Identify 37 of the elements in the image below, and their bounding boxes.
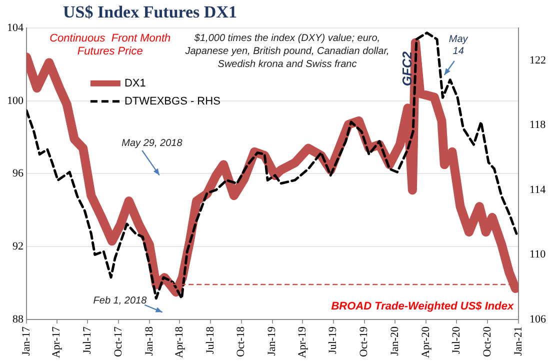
annotation: GFC2 (399, 50, 414, 86)
y2-tick-label: 122 (530, 54, 546, 66)
y2-tick-label: 114 (530, 184, 546, 196)
legend-label: DTWEXBGS - RHS (124, 95, 220, 108)
annotation: Feb 1, 2018 (93, 295, 148, 306)
x-tick-label: Jan-18 (143, 326, 156, 356)
y-tick-label: 104 (7, 22, 24, 34)
x-tick-label: Oct-18 (235, 326, 248, 357)
x-tick-label: Apr-18 (174, 326, 186, 358)
annotation: Continuous Front Month Futures Price (50, 32, 171, 58)
x-tick-label: Jul-18 (204, 326, 216, 354)
x-tick-label: Jan-19 (266, 326, 278, 356)
x-tick-label: Oct-17 (112, 326, 124, 357)
x-tick-label: Jan-21 (512, 326, 524, 356)
x-tick-label: Apr-17 (50, 326, 63, 358)
x-tick-label: Oct-19 (358, 326, 370, 357)
x-tick-label: Jul-17 (81, 326, 94, 354)
x-tick-label: Apr-20 (420, 326, 432, 358)
legend-label: DX1 (124, 77, 146, 90)
y-tick-label: 100 (7, 94, 24, 107)
chart-title: US$ Index Futures DX1 (63, 2, 237, 22)
x-tick-label: Jan-20 (389, 326, 402, 356)
x-tick-label: Jan-17 (20, 326, 32, 356)
annotation: May 29, 2018 (122, 138, 183, 149)
x-tick-label: Jul-19 (327, 326, 340, 354)
y2-tick-label: 106 (530, 313, 546, 326)
x-tick-label: Jul-20 (450, 326, 462, 354)
y2-tick-label: 110 (530, 248, 546, 261)
y-tick-label: 96 (12, 168, 24, 180)
annotation: $1,000 times the index (DXY) value; euro, Japanese yen, British pound, Canadian dollar, Swedish krona and Swiss franc (184, 32, 390, 70)
y-tick-label: 92 (12, 240, 24, 252)
x-tick-label: Oct-20 (481, 326, 494, 357)
y2-tick-label: 118 (530, 119, 546, 132)
annotation: May 14 (448, 34, 469, 57)
x-tick-label: Apr-19 (296, 326, 309, 358)
annotation: BROAD Trade-Weighted US$ Index (331, 300, 514, 312)
y-tick-label: 88 (12, 313, 24, 326)
